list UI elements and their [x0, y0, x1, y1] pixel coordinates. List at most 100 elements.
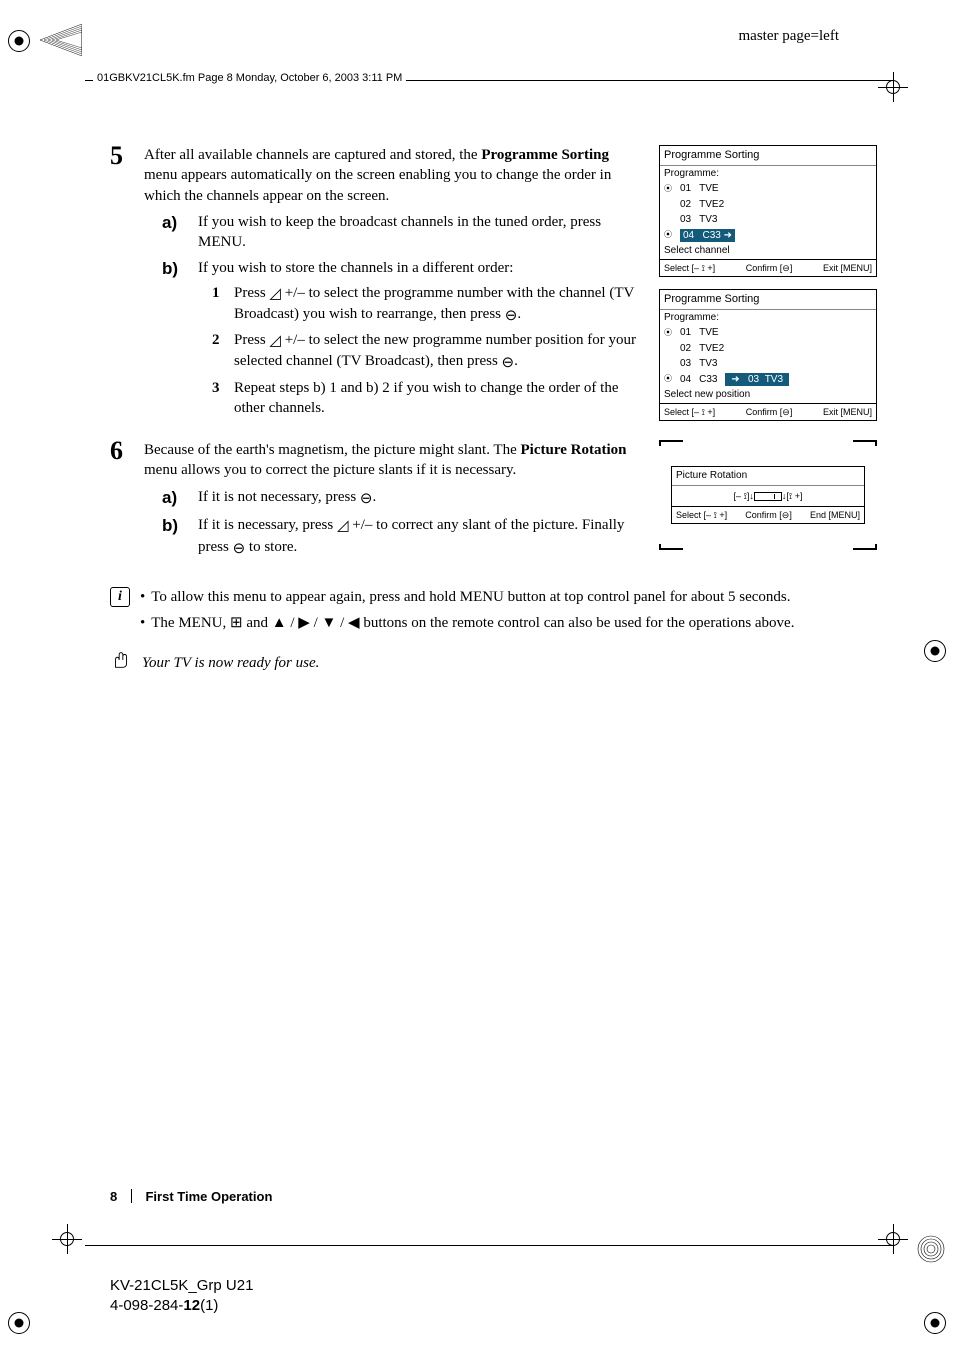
- info-text: buttons on the remote control can also b…: [360, 615, 795, 631]
- numlabel: 1: [212, 283, 226, 327]
- registration-mark: [924, 1312, 946, 1334]
- info-text: To allow this menu to appear again, pres…: [151, 587, 790, 607]
- dialog-title: Programme Sorting: [660, 146, 876, 166]
- step-5b: b) If you wish to store the channels in …: [162, 258, 643, 418]
- page-number: 8: [110, 1189, 117, 1204]
- triangle-icon: ◿: [269, 284, 281, 304]
- crosshair-mark: [52, 1224, 82, 1254]
- dialog-footer: Select [– ⟟ +] Confirm [⊖] End [MENU]: [672, 506, 864, 523]
- bottom-rule: [85, 1245, 894, 1246]
- registration-mark: [8, 30, 30, 52]
- step-5-bold: Programme Sorting: [481, 147, 609, 163]
- plus-box-icon: ⊞: [230, 615, 243, 631]
- step-number: 5: [110, 143, 134, 418]
- enter-icon: ⊖: [502, 353, 515, 373]
- picture-rotation-dialog: Picture Rotation [– ⟟]↓↓[⟟ +] Select [– …: [659, 440, 877, 550]
- triangle-icon: ◿: [269, 331, 281, 351]
- info-text: and: [243, 615, 272, 631]
- dialog-footer: Select [– ⟟ +] Confirm [⊖] Exit [MENU]: [660, 259, 876, 276]
- arrow-up-icon: ▲: [272, 615, 287, 631]
- substep-label: b): [162, 258, 188, 418]
- substep-label: b): [162, 515, 188, 559]
- rotation-slider: [– ⟟]↓↓[⟟ +]: [672, 486, 864, 506]
- bullet-icon: •: [140, 587, 145, 607]
- model-line-2a: 4-098-284-: [110, 1297, 183, 1314]
- enter-icon: ⊖: [233, 539, 246, 559]
- spiral-mark: [916, 1234, 946, 1264]
- hand-icon: [110, 649, 132, 677]
- programme-sorting-dialog-2: Programme Sorting Programme: ⦿01TVE 02TV…: [659, 289, 877, 421]
- text: Press: [234, 285, 269, 301]
- dialog-prog-label: Programme:: [660, 310, 876, 326]
- spiral-mark: [945, 640, 946, 641]
- step-5-intro-a: After all available channels are capture…: [144, 147, 481, 163]
- step-5: 5 After all available channels are captu…: [110, 145, 643, 418]
- substep-body: If you wish to keep the broadcast channe…: [198, 212, 643, 253]
- dialog-row-selected: ⦿ 04 C33 ➜: [660, 228, 876, 244]
- section-title: First Time Operation: [145, 1189, 272, 1204]
- top-bar: 01GBKV21CL5K.fm Page 8 Monday, October 6…: [85, 80, 894, 100]
- text: If it is not necessary, press: [198, 489, 360, 505]
- text: .: [372, 489, 376, 505]
- info-text: The MENU,: [151, 615, 230, 631]
- substep-label: a): [162, 487, 188, 510]
- decorative-cone: [40, 24, 82, 56]
- enter-icon: ⊖: [505, 306, 518, 326]
- registration-mark: [924, 640, 946, 662]
- final-note-text: Your TV is now ready for use.: [142, 653, 319, 673]
- step-6b: b) If it is necessary, press ◿ +/– to co…: [162, 515, 643, 559]
- substep-label: a): [162, 212, 188, 253]
- dialog-row: 03TV3: [660, 356, 876, 372]
- step-6-intro-b: menu allows you to correct the picture s…: [144, 462, 516, 478]
- dialog-row: 02TVE2: [660, 197, 876, 213]
- master-page-label: master page=left: [739, 28, 840, 45]
- arrow-down-icon: ▼: [322, 615, 337, 631]
- main-content: 5 After all available channels are captu…: [110, 145, 879, 678]
- dialog-row-selected: ⦿ 04 C33 ➜ 03 TV3: [660, 372, 876, 388]
- crosshair-mark: [878, 72, 908, 102]
- info-block: i • To allow this menu to appear again, …: [110, 587, 879, 640]
- numlabel: 2: [212, 330, 226, 374]
- numlabel: 3: [212, 378, 226, 419]
- dialog-title: Programme Sorting: [660, 290, 876, 310]
- dialog-row: 03TV3: [660, 212, 876, 228]
- step-5b-2: 2 Press ◿ +/– to select the new programm…: [212, 330, 643, 374]
- step-6-bold: Picture Rotation: [521, 442, 627, 458]
- info-icon: i: [110, 587, 130, 607]
- text: +/– to select the programme number with …: [234, 285, 634, 322]
- step-5a: a) If you wish to keep the broadcast cha…: [162, 212, 643, 253]
- dialog-title: Picture Rotation: [672, 467, 864, 486]
- step-5b-3: 3 Repeat steps b) 1 and b) 2 if you wish…: [212, 378, 643, 419]
- page-footer: 8 First Time Operation: [110, 1189, 272, 1204]
- text: .: [517, 306, 521, 322]
- text: If it is necessary, press: [198, 517, 337, 533]
- dialog-row: ⦿01TVE: [660, 181, 876, 197]
- text: to store.: [245, 539, 297, 555]
- model-line-2c: (1): [200, 1297, 218, 1314]
- text: .: [514, 353, 518, 369]
- text: +/– to select the new programme number p…: [234, 332, 636, 369]
- step-6a: a) If it is not necessary, press ⊖.: [162, 487, 643, 510]
- dialog-row: 02TVE2: [660, 341, 876, 357]
- model-line-2b: 12: [183, 1297, 200, 1314]
- model-footer: KV-21CL5K_Grp U21 4-098-284-12(1): [110, 1276, 253, 1317]
- dialog-prog-label: Programme:: [660, 166, 876, 182]
- crosshair-mark: [878, 1224, 908, 1254]
- step-6-intro-a: Because of the earth's magnetism, the pi…: [144, 442, 521, 458]
- registration-mark: [8, 1312, 30, 1334]
- step-5b-1: 1 Press ◿ +/– to select the programme nu…: [212, 283, 643, 327]
- model-line-1: KV-21CL5K_Grp U21: [110, 1276, 253, 1296]
- bullet-icon: •: [140, 613, 145, 633]
- text: Press: [234, 332, 269, 348]
- triangle-icon: ◿: [337, 516, 349, 536]
- dialog-select-channel: Select channel: [660, 243, 876, 259]
- dialog-row: ⦿01TVE: [660, 325, 876, 341]
- programme-sorting-dialog-1: Programme Sorting Programme: ⦿01TVE 02TV…: [659, 145, 877, 277]
- dialog-footer: Select [– ⟟ +] Confirm [⊖] Exit [MENU]: [660, 403, 876, 420]
- text: Repeat steps b) 1 and b) 2 if you wish t…: [234, 378, 643, 419]
- substep-b-intro: If you wish to store the channels in a d…: [198, 258, 643, 278]
- top-bar-label: 01GBKV21CL5K.fm Page 8 Monday, October 6…: [93, 72, 406, 84]
- final-note: Your TV is now ready for use.: [110, 649, 879, 677]
- step-6: 6 Because of the earth's magnetism, the …: [110, 440, 643, 559]
- enter-icon: ⊖: [360, 489, 373, 509]
